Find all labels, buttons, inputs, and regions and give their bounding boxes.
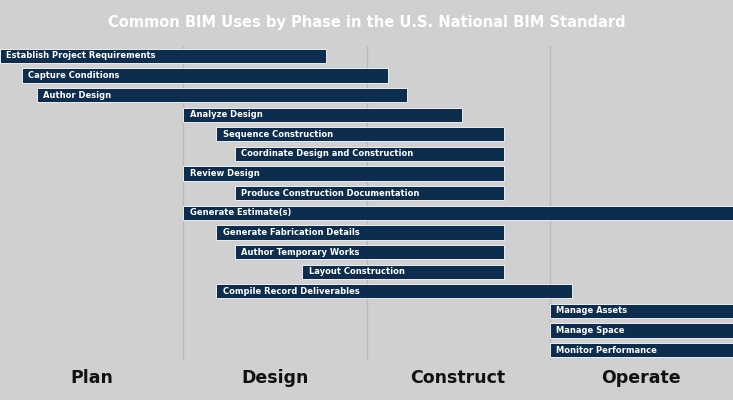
Text: Produce Construction Documentation: Produce Construction Documentation [241, 189, 419, 198]
Bar [235, 147, 504, 161]
Bar [183, 206, 733, 220]
Bar [550, 324, 733, 338]
Text: Generate Fabrication Details: Generate Fabrication Details [223, 228, 359, 237]
Text: Construct: Construct [410, 369, 506, 387]
Bar [37, 88, 407, 102]
Bar [183, 108, 462, 122]
Bar [303, 265, 504, 279]
Text: Monitor Performance: Monitor Performance [556, 346, 657, 355]
Text: Design: Design [241, 369, 309, 387]
Text: Manage Space: Manage Space [556, 326, 625, 335]
Bar [235, 245, 504, 259]
Bar [216, 127, 504, 141]
Text: Sequence Construction: Sequence Construction [223, 130, 333, 139]
Text: Review Design: Review Design [190, 169, 259, 178]
Text: Generate Estimate(s): Generate Estimate(s) [190, 208, 291, 217]
Text: Analyze Design: Analyze Design [190, 110, 262, 119]
Text: Author Temporary Works: Author Temporary Works [241, 248, 359, 256]
Bar [183, 166, 504, 181]
Text: Plan: Plan [70, 369, 113, 387]
Bar [22, 68, 388, 82]
Text: Capture Conditions: Capture Conditions [29, 71, 119, 80]
Bar [550, 343, 733, 357]
Bar [235, 186, 504, 200]
Text: Author Design: Author Design [43, 90, 111, 100]
Bar [216, 284, 572, 298]
Bar [216, 225, 504, 240]
Bar [0, 49, 326, 63]
Text: Coordinate Design and Construction: Coordinate Design and Construction [241, 150, 413, 158]
Text: Operate: Operate [602, 369, 681, 387]
Text: Layout Construction: Layout Construction [309, 267, 405, 276]
Bar [550, 304, 733, 318]
Text: Common BIM Uses by Phase in the U.S. National BIM Standard: Common BIM Uses by Phase in the U.S. Nat… [108, 16, 625, 30]
Text: Establish Project Requirements: Establish Project Requirements [7, 51, 156, 60]
Text: Manage Assets: Manage Assets [556, 306, 627, 316]
Text: Compile Record Deliverables: Compile Record Deliverables [223, 287, 359, 296]
